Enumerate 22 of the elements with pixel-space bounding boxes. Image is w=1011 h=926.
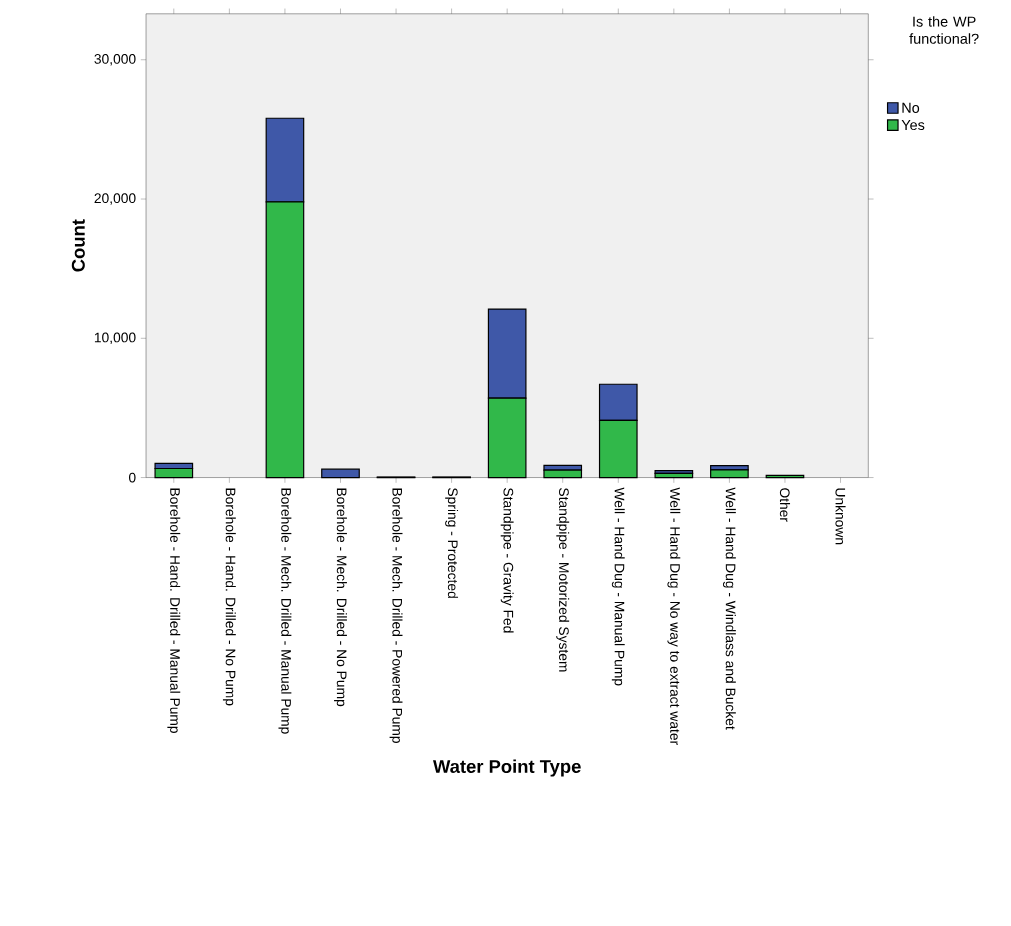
y-tick-label: 0 [128,472,136,483]
x-tick-label: Borehole - Mech. Drilled - Powered Pump [389,488,403,744]
x-tick-label: Well - Hand Dug - Windlass and Bucket [722,487,736,730]
legend-label: No [902,103,920,114]
legend-title: Is the WP functional? [909,16,979,45]
y-tick-label: 20,000 [94,193,136,205]
x-tick-label: Well - Hand Dug - Manual Pump [611,487,625,686]
legend-label: Yes [901,120,925,131]
x-tick-label: Borehole - Mech. Drilled - Manual Pump [278,488,292,735]
y-tick-label: 30,000 [94,54,136,66]
x-tick-label: Well - Hand Dug - No way to extract water [667,487,681,746]
y-axis-title: Count [71,219,85,272]
x-axis-title: Water Point Type [433,759,581,777]
x-tick-label: Standpipe - Gravity Fed [500,488,514,633]
x-tick-label: Borehole - Mech. Drilled - No Pump [334,488,347,707]
x-tick-label: Unknown [835,488,846,545]
x-tick-label: Standpipe - Motorized System [556,488,570,672]
x-tick-label: Other [779,488,791,523]
x-tick-label: Borehole - Hand. Drilled - No Pump [222,488,236,706]
x-tick-label: Borehole - Hand. Drilled - Manual Pump [167,488,181,734]
x-tick-label: Spring - Protected [445,488,459,599]
y-tick-label: 10,000 [94,332,136,345]
